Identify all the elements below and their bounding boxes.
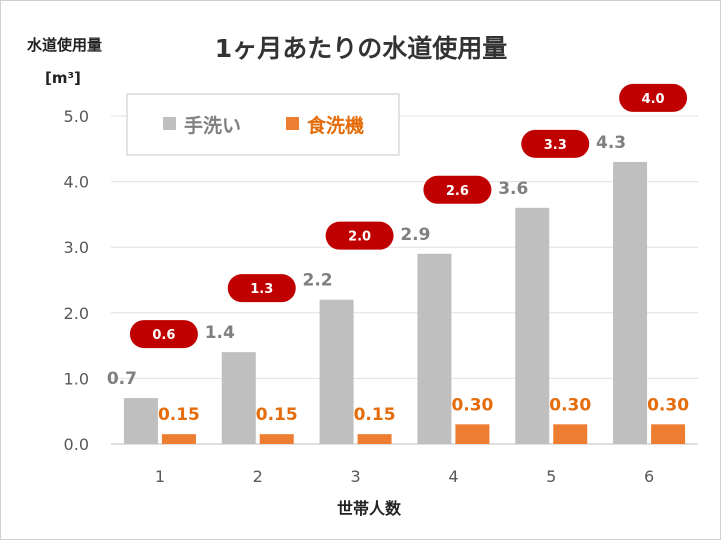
y-tick-label: 2.0: [64, 304, 89, 323]
x-tick-label: 5: [546, 467, 556, 486]
difference-badge: [619, 83, 688, 112]
bar-dishwasher: [259, 434, 294, 444]
data-label-dishwasher: 0.15: [256, 405, 298, 425]
chart-title: 1ヶ月あたりの水道使用量: [215, 34, 507, 63]
difference-label: 2.6: [446, 184, 469, 199]
data-label-hand-wash: 2.2: [303, 271, 333, 291]
legend-swatch-dishwasher: [286, 117, 299, 130]
difference-label: 1.3: [250, 282, 273, 297]
legend-swatch-hand-wash: [163, 117, 176, 130]
difference-badge: [325, 221, 394, 250]
y-tick-label: 4.0: [64, 173, 89, 192]
bar-dishwasher: [651, 424, 686, 444]
data-label-dishwasher: 0.15: [158, 405, 200, 425]
x-axis-label: 世帯人数: [337, 499, 402, 518]
bar-hand-wash: [417, 253, 452, 444]
difference-badge: [129, 320, 198, 349]
difference-label: 3.3: [544, 138, 567, 153]
x-tick-label: 6: [644, 467, 654, 486]
data-label-hand-wash: 0.7: [107, 369, 137, 389]
bar-hand-wash: [613, 161, 648, 445]
difference-label: 4.0: [642, 92, 665, 107]
legend: 手洗い 食洗機: [126, 93, 400, 156]
x-tick-label: 2: [253, 467, 263, 486]
bar-hand-wash: [515, 207, 550, 444]
bar-dishwasher: [357, 434, 392, 444]
data-label-dishwasher: 0.15: [354, 405, 396, 425]
data-labels: 0.7 0.15 0.6 1.4 0.15 1.3 2.2 0.15 2.0 2.9 0.30 2.6…: [107, 83, 689, 425]
data-label-hand-wash: 4.3: [596, 133, 626, 153]
x-tick-label: 1: [155, 467, 165, 486]
x-tick-label: 4: [448, 467, 458, 486]
data-label-hand-wash: 3.6: [498, 179, 528, 199]
difference-badge: [423, 175, 492, 204]
data-label-dishwasher: 0.30: [647, 395, 689, 415]
difference-label: 0.6: [152, 328, 175, 343]
x-tick-label: 3: [350, 467, 360, 486]
bar-hand-wash: [123, 398, 158, 444]
y-tick-label: 1.0: [64, 369, 89, 388]
x-tick-labels: 1 2 3 4 5 6: [155, 467, 654, 486]
bar-hand-wash: [221, 352, 256, 444]
difference-label: 2.0: [348, 230, 371, 245]
y-tick-label: 5.0: [64, 107, 89, 126]
bars: [123, 161, 686, 445]
y-tick-label: 0.0: [64, 435, 89, 454]
difference-badge: [227, 274, 296, 303]
legend-label-dishwasher: 食洗機: [307, 114, 364, 137]
legend-label-hand-wash: 手洗い: [184, 114, 241, 137]
bar-dishwasher: [161, 434, 196, 444]
bar-hand-wash: [319, 299, 354, 444]
data-label-hand-wash: 1.4: [205, 323, 235, 343]
y-tick-label: 3.0: [64, 238, 89, 257]
gridlines: [111, 115, 698, 445]
data-label-hand-wash: 2.9: [400, 225, 430, 245]
data-label-dishwasher: 0.30: [451, 395, 493, 415]
y-axis-unit: [m³]: [45, 69, 81, 87]
difference-badge: [521, 129, 590, 158]
bar-dishwasher: [553, 424, 588, 444]
y-axis-label: 水道使用量: [27, 36, 102, 54]
y-tick-labels: 0.0 1.0 2.0 3.0 4.0 5.0: [64, 107, 89, 454]
data-label-dishwasher: 0.30: [549, 395, 591, 415]
bar-dishwasher: [455, 424, 490, 444]
